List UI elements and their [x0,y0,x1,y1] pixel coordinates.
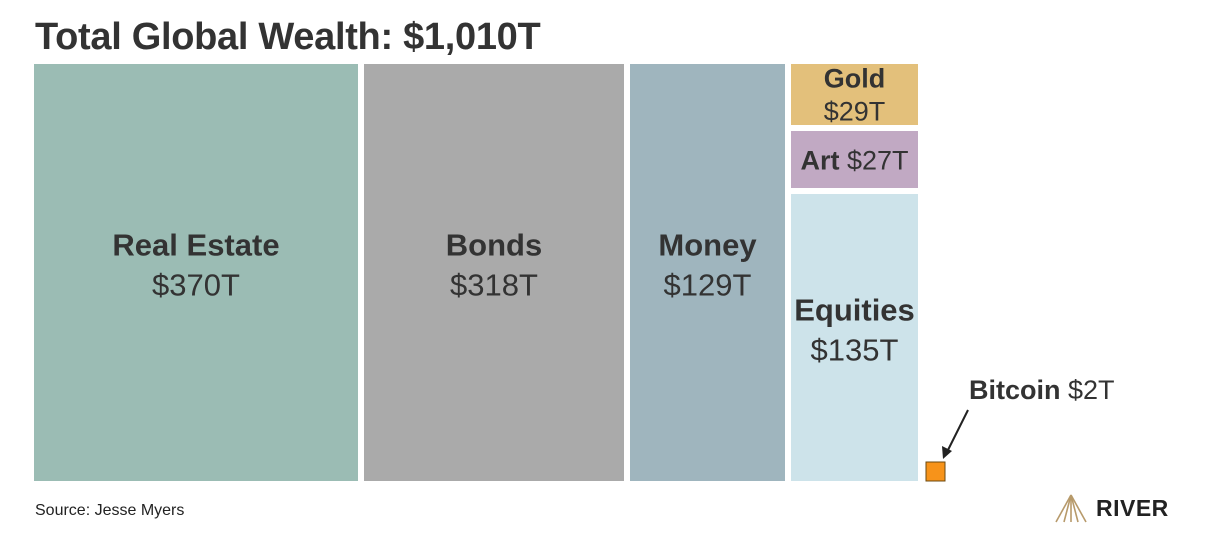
tile-name-money: Money [658,228,757,263]
tile-value-equities: $135T [811,333,899,368]
tile-rect-real-estate [34,64,358,481]
chart-title: Total Global Wealth: $1,010T [35,16,541,58]
tile-rect-equities [791,194,918,481]
tile-bitcoin [925,461,946,482]
tile-money: Money $129T [630,64,785,481]
river-mountain-logo-icon [1055,494,1087,523]
tile-name-bonds: Bonds [446,228,542,263]
bitcoin-callout: Bitcoin $2T [942,375,1115,459]
tile-name-equities: Equities [794,293,915,328]
river-logo: RIVER [1054,493,1169,523]
tile-rect-money [630,64,785,481]
tile-rect-gold [791,64,918,125]
tile-art: Art $27T [791,131,918,188]
tile-rect-bitcoin [925,461,946,482]
tile-label-art: Art $27T [800,146,908,176]
tile-value-gold: $29T [824,97,886,127]
tile-name-real-estate: Real Estate [112,228,279,263]
source-note: Source: Jesse Myers [35,502,185,519]
tile-bonds: Bonds $318T [364,64,624,481]
tile-value-money: $129T [664,268,752,303]
tile-value-real-estate: $370T [152,268,240,303]
bitcoin-callout-arrowhead [942,446,952,459]
logo-wordmark: RIVER [1096,494,1169,521]
tile-value-bonds: $318T [450,268,538,303]
bitcoin-callout-arrow [946,409,969,453]
tile-rect-bonds [364,64,624,481]
bitcoin-callout-label: Bitcoin $2T [969,375,1115,405]
tile-real-estate: Real Estate $370T [34,64,358,481]
tile-rect-art [791,131,918,188]
tile-equities: Equities $135T [791,194,918,481]
tile-name-gold: Gold [824,64,886,94]
tile-gold: Gold$29T [791,64,918,127]
treemap-tiles: Real Estate $370T Bonds $318T Money $129T Gold… [34,64,946,482]
